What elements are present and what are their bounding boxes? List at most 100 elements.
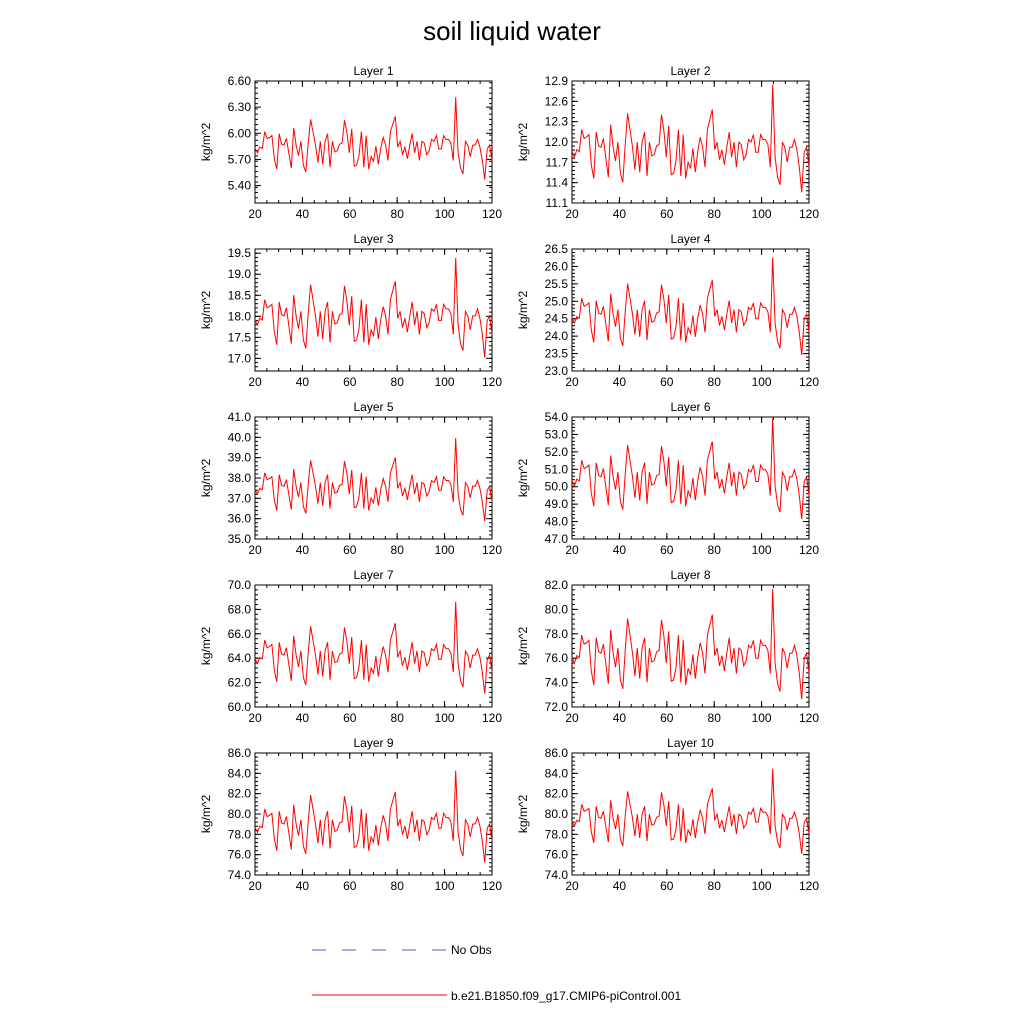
y-axis-label: kg/m^2 bbox=[516, 123, 530, 162]
plot-frame bbox=[254, 584, 493, 708]
y-tick-label: 82.0 bbox=[545, 787, 569, 801]
x-tick-label: 60 bbox=[660, 543, 674, 557]
y-tick-label: 68.0 bbox=[228, 602, 252, 616]
panels: Layer 1 20 40 60 80 100 120 6.60 6.30 6.00 5.70 5.4… bbox=[199, 64, 819, 893]
panel-layer-9: Layer 9 20 40 60 80 100 120 86.0 84.0 82.0 80.0 78.… bbox=[199, 736, 502, 893]
x-tick-label: 120 bbox=[799, 207, 819, 221]
x-tick-label: 60 bbox=[660, 711, 674, 725]
y-tick-label: 82.0 bbox=[545, 578, 569, 592]
y-tick-label: 54.0 bbox=[545, 410, 569, 424]
x-tick-label: 80 bbox=[391, 543, 405, 557]
y-axis-label: kg/m^2 bbox=[199, 291, 213, 330]
y-axis-label: kg/m^2 bbox=[516, 795, 530, 834]
y-tick-label: 26.0 bbox=[545, 259, 569, 273]
y-tick-label: 39.0 bbox=[228, 451, 252, 465]
x-tick-label: 60 bbox=[660, 879, 674, 893]
x-tick-label: 20 bbox=[248, 543, 262, 557]
y-tick-label: 38.0 bbox=[228, 471, 252, 485]
x-tick-label: 60 bbox=[343, 711, 357, 725]
x-tick-label: 20 bbox=[565, 879, 579, 893]
panel-layer-3: Layer 3 20 40 60 80 100 120 19.5 19.0 18.5 18.0 17.… bbox=[199, 232, 502, 389]
x-tick-label: 100 bbox=[752, 207, 772, 221]
x-tick-label: 80 bbox=[708, 711, 722, 725]
x-tick-label: 40 bbox=[296, 375, 310, 389]
x-tick-label: 40 bbox=[296, 711, 310, 725]
x-tick-label: 60 bbox=[343, 207, 357, 221]
y-tick-label: 6.60 bbox=[228, 74, 252, 88]
panel-title: Layer 1 bbox=[353, 64, 393, 78]
plot-frame bbox=[254, 416, 493, 540]
y-tick-label: 86.0 bbox=[228, 746, 252, 760]
y-tick-label: 49.0 bbox=[545, 497, 569, 511]
y-tick-label: 25.5 bbox=[545, 277, 569, 291]
x-tick-label: 40 bbox=[613, 879, 627, 893]
y-tick-label: 12.3 bbox=[545, 115, 569, 129]
x-tick-label: 100 bbox=[752, 879, 772, 893]
y-tick-label: 19.0 bbox=[228, 267, 252, 281]
series-line bbox=[254, 97, 493, 180]
y-tick-label: 18.5 bbox=[228, 288, 252, 302]
x-tick-label: 120 bbox=[799, 711, 819, 725]
y-tick-label: 17.0 bbox=[228, 351, 252, 365]
panel-title: Layer 2 bbox=[670, 64, 710, 78]
x-tick-label: 100 bbox=[435, 879, 455, 893]
x-tick-label: 60 bbox=[660, 375, 674, 389]
y-tick-label: 76.0 bbox=[545, 848, 569, 862]
y-tick-label: 70.0 bbox=[228, 578, 252, 592]
series-line bbox=[254, 770, 493, 863]
x-tick-label: 40 bbox=[296, 879, 310, 893]
x-tick-label: 80 bbox=[708, 879, 722, 893]
series-line bbox=[254, 437, 493, 522]
y-tick-label: 53.0 bbox=[545, 427, 569, 441]
panel-layer-4: Layer 4 20 40 60 80 100 120 26.5 26.0 25.5 25.0 24.… bbox=[516, 232, 819, 389]
panel-title: Layer 9 bbox=[353, 736, 393, 750]
panel-layer-8: Layer 8 20 40 60 80 100 120 82.0 80.0 78.0 76.0 74.… bbox=[516, 568, 819, 725]
y-tick-label: 18.0 bbox=[228, 309, 252, 323]
y-tick-label: 5.70 bbox=[228, 152, 252, 166]
series-line bbox=[254, 257, 493, 358]
plot-frame bbox=[254, 80, 493, 204]
y-tick-label: 60.0 bbox=[228, 700, 252, 714]
y-tick-label: 25.0 bbox=[545, 294, 569, 308]
panel-layer-5: Layer 5 20 40 60 80 100 120 41.0 40.0 39.0 38.0 37.… bbox=[199, 400, 502, 557]
x-tick-label: 120 bbox=[482, 879, 502, 893]
x-tick-label: 80 bbox=[708, 543, 722, 557]
panel-layer-1: Layer 1 20 40 60 80 100 120 6.60 6.30 6.00 5.70 5.4… bbox=[199, 64, 502, 221]
y-tick-label: 52.0 bbox=[545, 445, 569, 459]
x-tick-label: 60 bbox=[660, 207, 674, 221]
series-line bbox=[571, 768, 810, 854]
x-tick-label: 100 bbox=[435, 711, 455, 725]
series-line bbox=[571, 84, 810, 193]
panel-layer-7: Layer 7 20 40 60 80 100 120 70.0 68.0 66.0 64.0 62.… bbox=[199, 568, 502, 725]
y-tick-label: 66.0 bbox=[228, 627, 252, 641]
y-tick-label: 80.0 bbox=[228, 807, 252, 821]
panel-title: Layer 8 bbox=[670, 568, 710, 582]
series-line bbox=[571, 257, 810, 356]
y-tick-label: 24.0 bbox=[545, 329, 569, 343]
y-axis-label: kg/m^2 bbox=[516, 459, 530, 498]
y-tick-label: 12.6 bbox=[545, 94, 569, 108]
panel-layer-2: Layer 2 20 40 60 80 100 120 12.9 12.6 12.3 12.0 11.… bbox=[516, 64, 819, 221]
x-tick-label: 80 bbox=[391, 207, 405, 221]
y-tick-label: 12.0 bbox=[545, 135, 569, 149]
y-tick-label: 74.0 bbox=[545, 868, 569, 882]
y-tick-label: 80.0 bbox=[545, 807, 569, 821]
y-axis-label: kg/m^2 bbox=[199, 627, 213, 666]
plot-frame bbox=[254, 752, 493, 876]
series-line bbox=[571, 417, 810, 520]
y-tick-label: 78.0 bbox=[545, 627, 569, 641]
panel-layer-6: Layer 6 20 40 60 80 100 120 54.0 53.0 52.0 51.0 50.… bbox=[516, 400, 819, 557]
y-tick-label: 23.0 bbox=[545, 364, 569, 378]
y-tick-label: 51.0 bbox=[545, 462, 569, 476]
y-tick-label: 36.0 bbox=[228, 512, 252, 526]
y-tick-label: 6.30 bbox=[228, 100, 252, 114]
x-tick-label: 40 bbox=[613, 375, 627, 389]
x-tick-label: 80 bbox=[391, 879, 405, 893]
y-tick-label: 23.5 bbox=[545, 347, 569, 361]
y-tick-label: 62.0 bbox=[228, 676, 252, 690]
y-tick-label: 84.0 bbox=[228, 766, 252, 780]
legend-label-model: b.e21.B1850.f09_g17.CMIP6-piControl.001 bbox=[451, 989, 681, 1003]
x-tick-label: 100 bbox=[752, 711, 772, 725]
x-tick-label: 100 bbox=[435, 375, 455, 389]
series-line bbox=[571, 588, 810, 700]
